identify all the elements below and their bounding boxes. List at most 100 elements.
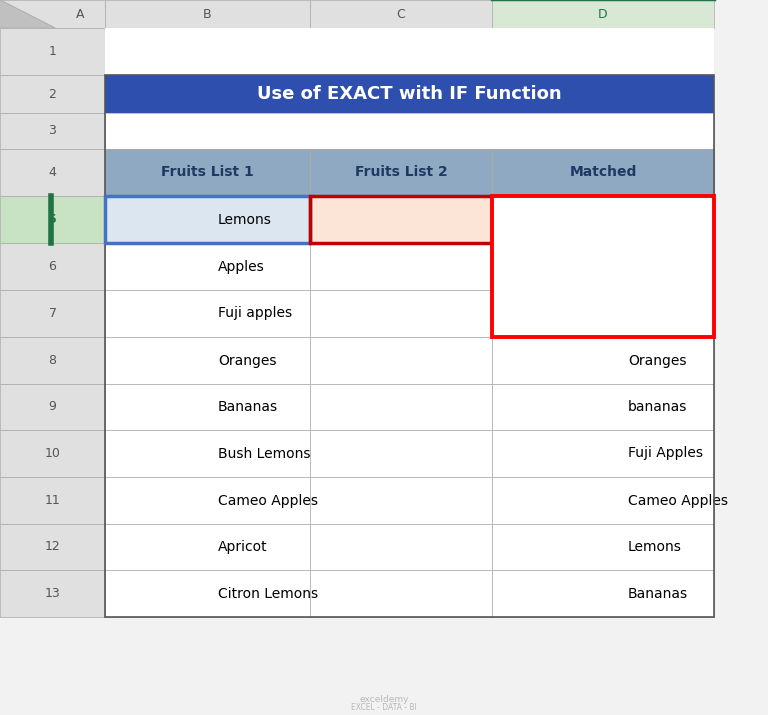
Text: ,: , [581,212,585,227]
Bar [105,196,310,243]
Bar [105,28,714,617]
Bar [0,243,105,290]
Text: Fruits List 2: Fruits List 2 [355,165,448,179]
Text: Citron Lemons: Citron Lemons [218,586,318,601]
Bar [492,524,714,570]
Text: =IF(EXACT(: =IF(EXACT( [499,212,583,227]
Bar [310,337,492,384]
Bar [492,149,714,196]
Bar [105,290,310,337]
Bar [492,430,714,477]
Text: "Similar ",: "Similar ", [499,259,573,274]
Bar [492,243,714,290]
Text: 2: 2 [48,87,56,101]
Text: Fuji Apples: Fuji Apples [628,307,703,320]
Text: Fuji apples: Fuji apples [218,307,292,320]
Text: Oranges: Oranges [218,353,276,368]
Bar [310,196,492,243]
Text: Cameo Apples: Cameo Apples [628,493,728,508]
Bar [105,0,310,28]
Text: "Different"): "Different") [499,306,582,321]
Bar [0,384,105,430]
Text: EXCEL - DATA - BI: EXCEL - DATA - BI [351,704,417,713]
Text: 5: 5 [48,213,57,226]
Bar [105,149,310,196]
Bar [105,243,310,290]
Bar [105,570,310,617]
Bar [310,290,492,337]
Bar [105,75,714,617]
Polygon shape [0,0,55,28]
Bar [0,570,105,617]
Bar [105,113,714,149]
Bar [105,337,310,384]
Bar [492,196,714,337]
Bar [105,384,310,430]
Text: 4: 4 [48,166,56,179]
Bar [0,290,105,337]
Bar [310,384,492,430]
Text: Fuji Apples: Fuji Apples [628,446,703,460]
Bar [492,570,714,617]
Bar [0,75,105,113]
Bar [105,196,310,243]
Text: Use of EXACT with IF Function: Use of EXACT with IF Function [257,85,562,103]
Bar [105,28,714,75]
Bar [0,28,105,75]
Bar [310,149,492,196]
Text: 3: 3 [48,124,56,137]
Text: 10: 10 [45,447,61,460]
Text: Matched: Matched [569,165,637,179]
Bar [105,524,310,570]
Text: 13: 13 [45,587,61,600]
Text: B: B [204,7,212,21]
Bar [0,524,105,570]
Text: Apples: Apples [628,260,675,274]
Text: Lemons: Lemons [628,540,682,554]
Text: 1: 1 [48,45,56,58]
Text: Bush Lemons: Bush Lemons [218,446,310,460]
Bar [492,477,714,524]
Bar [105,75,714,113]
Bar [492,337,714,384]
Text: C: C [396,7,406,21]
Text: Fruits List 1: Fruits List 1 [161,165,254,179]
Bar [310,430,492,477]
Text: Bananas: Bananas [218,400,278,414]
Text: Apples: Apples [218,260,265,274]
Bar [310,524,492,570]
Bar [492,290,714,337]
Bar [492,384,714,430]
Text: 7: 7 [48,307,57,320]
Bar [310,570,492,617]
Text: 11: 11 [45,494,61,507]
Bar [0,0,105,28]
Text: A: A [76,7,84,21]
Bar [310,243,492,290]
Text: exceldemy: exceldemy [359,696,409,704]
Text: 12: 12 [45,541,61,553]
Text: C5: C5 [588,212,607,227]
Bar [105,477,310,524]
Bar [0,113,105,149]
Text: Oranges: Oranges [628,353,687,368]
Text: Apricot: Apricot [628,212,677,227]
Bar [0,477,105,524]
Text: Cameo Apples: Cameo Apples [218,493,318,508]
Text: 9: 9 [48,400,56,413]
Bar [0,196,105,243]
Text: Bananas: Bananas [628,586,688,601]
Text: D: D [598,7,607,21]
Bar [0,430,105,477]
Bar [492,0,714,28]
Text: Apricot: Apricot [218,540,267,554]
Bar [492,196,714,243]
Text: ),: ), [601,212,611,227]
Bar [310,196,492,243]
Bar [310,0,492,28]
Text: bananas: bananas [628,400,687,414]
Text: B5: B5 [567,212,586,227]
Text: 8: 8 [48,354,57,367]
Bar [0,337,105,384]
Bar [105,430,310,477]
